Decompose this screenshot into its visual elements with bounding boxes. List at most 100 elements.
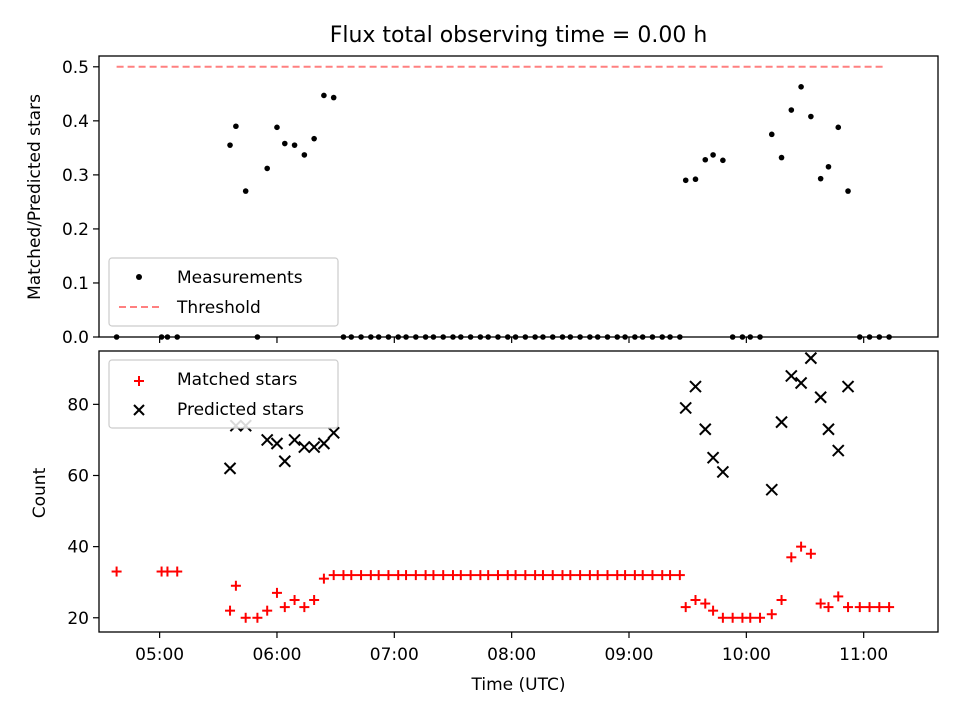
- legend-matched-marker: [134, 376, 144, 386]
- predicted-star-point: [716, 465, 730, 479]
- legend-measurements-marker: [136, 274, 142, 280]
- top-y-tick-label: 0.2: [62, 220, 89, 240]
- matched-star-point: [575, 570, 586, 581]
- top-y-tick-label: 0.0: [62, 328, 89, 348]
- matched-star-point: [674, 570, 685, 581]
- matched-star-point: [717, 612, 728, 623]
- predicted-star-point: [841, 380, 855, 393]
- matched-star-point: [289, 594, 300, 605]
- matched-star-point: [854, 602, 865, 613]
- measurement-point: [778, 154, 785, 161]
- measurement-point: [720, 157, 726, 164]
- matched-star-point: [665, 570, 676, 581]
- predicted-star-point: [832, 444, 845, 457]
- measurement-point: [817, 175, 824, 182]
- matched-star-point: [727, 612, 738, 623]
- predicted-star-point: [814, 391, 827, 404]
- measurement-point: [321, 92, 327, 99]
- matched-star-point: [162, 566, 173, 577]
- matched-star-point: [318, 573, 329, 584]
- bottom-legend: Matched stars Predicted stars: [108, 359, 339, 429]
- predicted-star-point: [307, 440, 321, 454]
- predicted-star-point: [706, 451, 720, 464]
- legend-predicted-marker: [133, 404, 145, 416]
- top-panel: Matched/Predicted stars 0.0 0.1 0.2 0.3 0.4 0…: [25, 55, 939, 348]
- legend-predicted-label: Predicted stars: [177, 400, 304, 420]
- predicted-star-point: [822, 423, 835, 436]
- top-y-tick-label: 0.5: [62, 58, 89, 78]
- measurement-point: [274, 124, 280, 131]
- predicted-star-point: [785, 369, 798, 383]
- matched-star-point: [483, 570, 494, 581]
- matched-star-point: [410, 570, 421, 581]
- matched-star-point: [766, 609, 777, 620]
- x-tick-label: 07:00: [370, 645, 419, 665]
- measurement-point: [242, 188, 249, 194]
- x-tick-label: 08:00: [487, 645, 536, 665]
- matched-star-point: [328, 570, 339, 581]
- bottom-legend-box: [108, 359, 339, 429]
- bottom-y-axis-label: Count: [30, 467, 50, 518]
- matched-star-point: [537, 570, 548, 581]
- matched-star-point: [356, 570, 367, 581]
- legend-threshold-label: Threshold: [176, 298, 261, 318]
- measurement-point: [233, 123, 239, 130]
- matched-star-point: [620, 570, 631, 581]
- matched-star-point: [373, 570, 384, 581]
- matched-star-point: [547, 570, 558, 581]
- measurement-point: [768, 131, 775, 138]
- predicted-star-point: [288, 433, 301, 447]
- measurement-point: [710, 152, 716, 158]
- matched-star-point: [428, 570, 439, 581]
- matched-star-point: [815, 598, 826, 609]
- predicted-star-point: [775, 415, 788, 429]
- matched-star-point: [309, 594, 320, 605]
- predicted-star-point: [699, 423, 712, 436]
- measurement-point: [291, 142, 298, 148]
- matched-star-point: [520, 570, 531, 581]
- x-tick-label: 10:00: [722, 645, 771, 665]
- predicted-star-point: [223, 462, 237, 475]
- bottom-y-tick-label: 60: [67, 466, 89, 486]
- matched-star-point: [884, 602, 895, 613]
- matched-star-point: [796, 541, 807, 552]
- matched-star-point: [745, 612, 756, 623]
- predicted-star-point: [794, 376, 808, 390]
- legend-matched-label: Matched stars: [177, 370, 297, 390]
- chart-title: Flux total observing time = 0.00 h: [330, 23, 708, 48]
- predicted-star-point: [327, 426, 340, 440]
- x-tick-label: 09:00: [604, 645, 653, 665]
- matched-star-point: [786, 552, 797, 563]
- matched-star-point: [602, 570, 613, 581]
- matched-star-point: [346, 570, 357, 581]
- measurement-point: [227, 142, 233, 148]
- predicted-star-point: [298, 440, 311, 454]
- matched-star-point: [843, 602, 854, 613]
- predicted-star-point: [765, 483, 778, 496]
- measurement-point: [845, 188, 851, 194]
- matched-star-point: [438, 570, 449, 581]
- matched-star-point: [690, 594, 701, 605]
- x-tick-label: 11:00: [839, 645, 888, 665]
- matched-star-point: [823, 602, 834, 613]
- matched-star-point: [864, 602, 875, 613]
- x-axis-label: Time (UTC): [471, 675, 566, 695]
- predicted-star-point: [278, 455, 291, 468]
- matched-star-point: [172, 566, 183, 577]
- matched-star-point: [279, 602, 290, 613]
- matched-star-point: [299, 602, 310, 613]
- matched-star-point: [262, 605, 273, 616]
- measurement-point: [702, 156, 709, 163]
- predicted-star-point: [317, 437, 331, 450]
- top-y-tick-label: 0.4: [62, 112, 89, 132]
- matched-star-point: [637, 570, 648, 581]
- measurement-point: [301, 152, 308, 158]
- matched-star-point: [225, 605, 236, 616]
- matched-star-point: [465, 570, 476, 581]
- top-legend-box: [108, 257, 339, 327]
- top-y-axis-label: Matched/Predicted stars: [25, 94, 45, 300]
- top-legend: Measurements Threshold: [108, 257, 339, 327]
- measurement-point: [835, 124, 842, 131]
- bottom-y-tick-label: 40: [67, 538, 89, 558]
- matched-star-point: [252, 612, 263, 623]
